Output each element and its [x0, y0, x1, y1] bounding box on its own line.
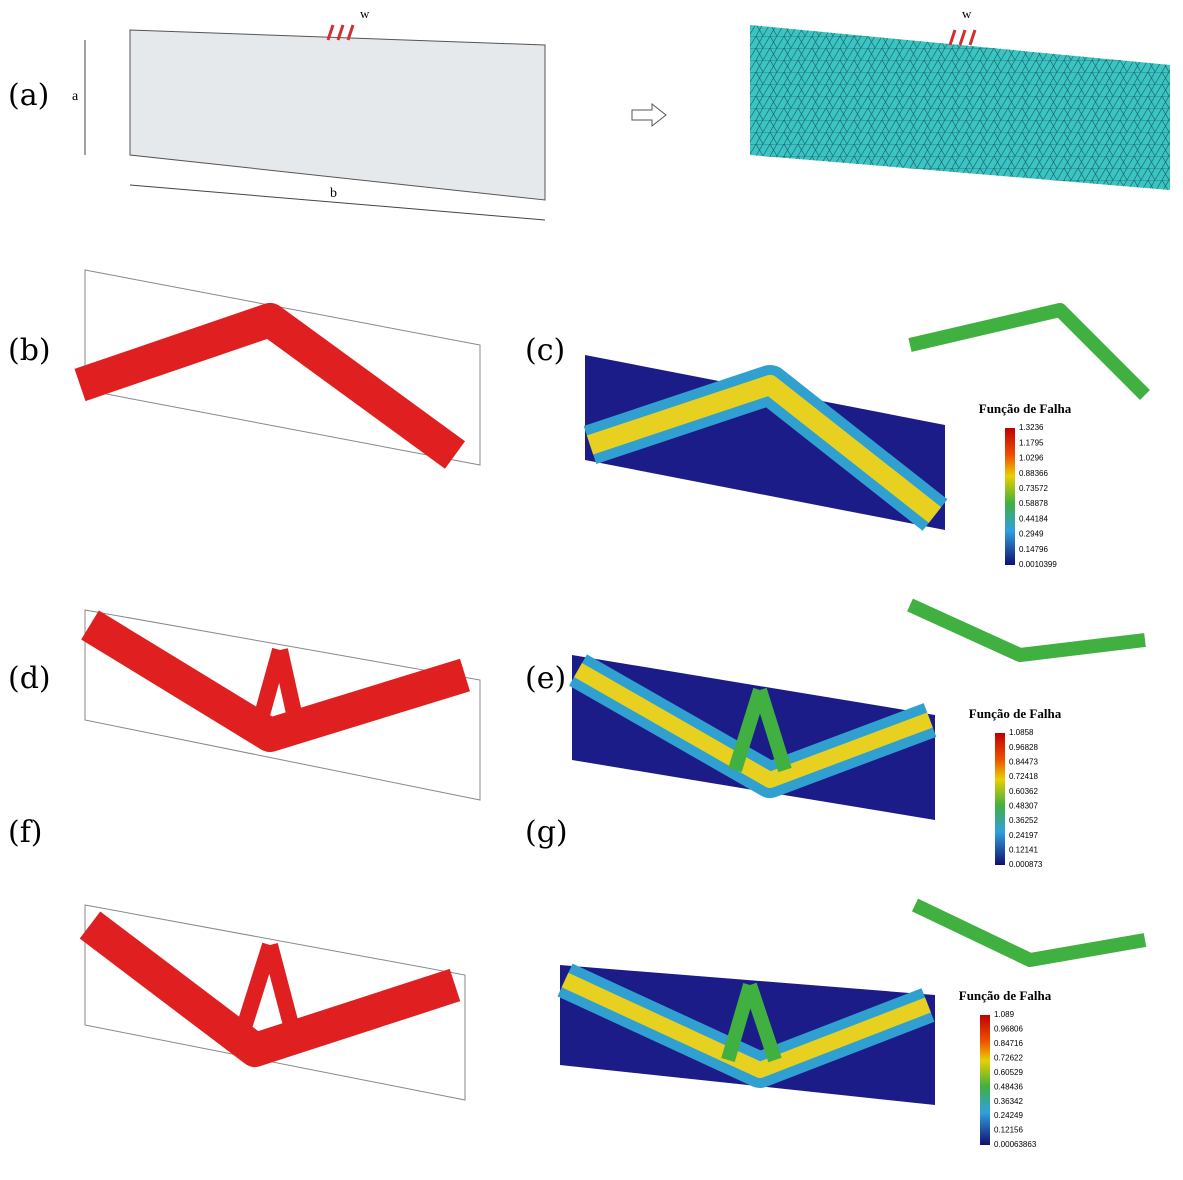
- colorbar-label: 1.1795: [1019, 438, 1044, 447]
- colorbar: [980, 1015, 990, 1145]
- dim-label: a: [72, 89, 79, 104]
- colorbar-title: Função de Falha: [979, 401, 1072, 416]
- load-label: w: [962, 6, 972, 21]
- colorbar-label: 0.58878: [1019, 499, 1048, 508]
- colorbar-label: 0.48307: [1009, 801, 1038, 810]
- colorbar-title: Função de Falha: [959, 988, 1052, 1003]
- colorbar-label: 0.96828: [1009, 743, 1038, 752]
- mesh: [750, 25, 1170, 190]
- panel-label: (a): [8, 78, 49, 113]
- colorbar: [995, 733, 1005, 865]
- colorbar-label: 0.72622: [994, 1053, 1023, 1062]
- colorbar-label: 0.60362: [1009, 787, 1038, 796]
- colorbar-label: 0.73572: [1019, 484, 1048, 493]
- panel-label: (b): [8, 333, 51, 368]
- colorbar-label: 0.000873: [1009, 860, 1043, 869]
- colorbar-title: Função de Falha: [969, 706, 1062, 721]
- colorbar-label: 0.36252: [1009, 816, 1038, 825]
- arrow: [632, 104, 666, 126]
- colorbar-label: 0.96806: [994, 1025, 1023, 1034]
- load-label: w: [360, 6, 370, 21]
- colorbar-label: 0.12141: [1009, 845, 1038, 854]
- colorbar-label: 0.14796: [1019, 545, 1048, 554]
- panel-label: (g): [525, 815, 568, 850]
- colorbar-label: 1.089: [994, 1010, 1015, 1019]
- colorbar-label: 0.44184: [1019, 514, 1048, 523]
- inset: [915, 905, 1145, 960]
- topology: [90, 925, 455, 1050]
- colorbar-label: 0.84716: [994, 1039, 1023, 1048]
- colorbar-label: 0.2949: [1019, 530, 1044, 539]
- load-arrow: [950, 30, 975, 45]
- figure: (a) a b w w (b) (c) (d) (e) (f) (g) Funç…: [0, 0, 1183, 1180]
- dim-label: b: [330, 186, 337, 201]
- colorbar-label: 0.00063863: [994, 1140, 1037, 1149]
- colorbar-label: 0.88366: [1019, 469, 1048, 478]
- colorbar-label: 0.60529: [994, 1068, 1023, 1077]
- panel-label: (e): [525, 661, 566, 696]
- colorbar: [1005, 428, 1015, 565]
- inset: [910, 605, 1145, 655]
- beam: [130, 30, 545, 200]
- colorbar-label: 0.24249: [994, 1111, 1023, 1120]
- colorbar-label: 1.0296: [1019, 454, 1044, 463]
- colorbar-label: 0.48436: [994, 1082, 1023, 1091]
- panel-label: (d): [8, 661, 51, 696]
- colorbar-label: 1.3236: [1019, 423, 1044, 432]
- colorbar-label: 0.84473: [1009, 757, 1038, 766]
- colorbar-label: 0.24197: [1009, 831, 1038, 840]
- inset: [910, 310, 1145, 395]
- colorbar-label: 0.36342: [994, 1097, 1023, 1106]
- panel-label: (c): [525, 333, 565, 368]
- topology: [80, 320, 455, 455]
- colorbar-label: 0.12156: [994, 1126, 1023, 1135]
- topology: [240, 945, 295, 1040]
- colorbar-label: 1.0858: [1009, 728, 1034, 737]
- panel-label: (f): [8, 815, 43, 850]
- colorbar-label: 0.72418: [1009, 772, 1038, 781]
- colorbar-label: 0.0010399: [1019, 560, 1057, 569]
